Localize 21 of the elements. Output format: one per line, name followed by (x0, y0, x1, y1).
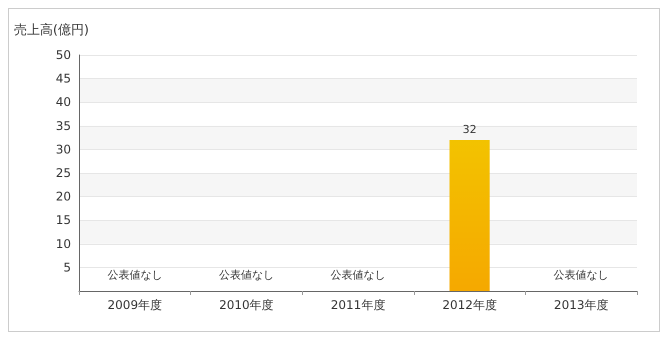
text: 公表値なし (218, 268, 274, 282)
y-tick-label: 25 (56, 166, 71, 180)
y-tick-label: 10 (56, 236, 71, 251)
x-tick-label: 2010年度 (219, 298, 274, 312)
y-tick-label: 5 (63, 260, 71, 274)
y-tick-label: 50 (56, 48, 71, 62)
x-tick-label: 2013年度 (554, 298, 608, 312)
text: 公表値なし (107, 268, 162, 282)
y-tick-label: 40 (56, 95, 71, 110)
x-tick-label: 2009年度 (108, 298, 162, 312)
y-tick-label: 35 (56, 118, 71, 133)
x-tick-label: 2011年度 (330, 298, 386, 312)
y-tick-label: 15 (56, 213, 71, 228)
text: 公表値なし (554, 268, 609, 282)
text: 公表値なし (330, 268, 386, 282)
y-tick-label: 20 (56, 190, 71, 204)
x-tick-label: 2012年度 (442, 298, 497, 312)
y-axis-title: 売上高(億円) (14, 22, 89, 38)
y-tick-label: 45 (56, 72, 71, 86)
y-tick-label: 30 (56, 142, 71, 156)
data-label: 32 (462, 122, 477, 136)
